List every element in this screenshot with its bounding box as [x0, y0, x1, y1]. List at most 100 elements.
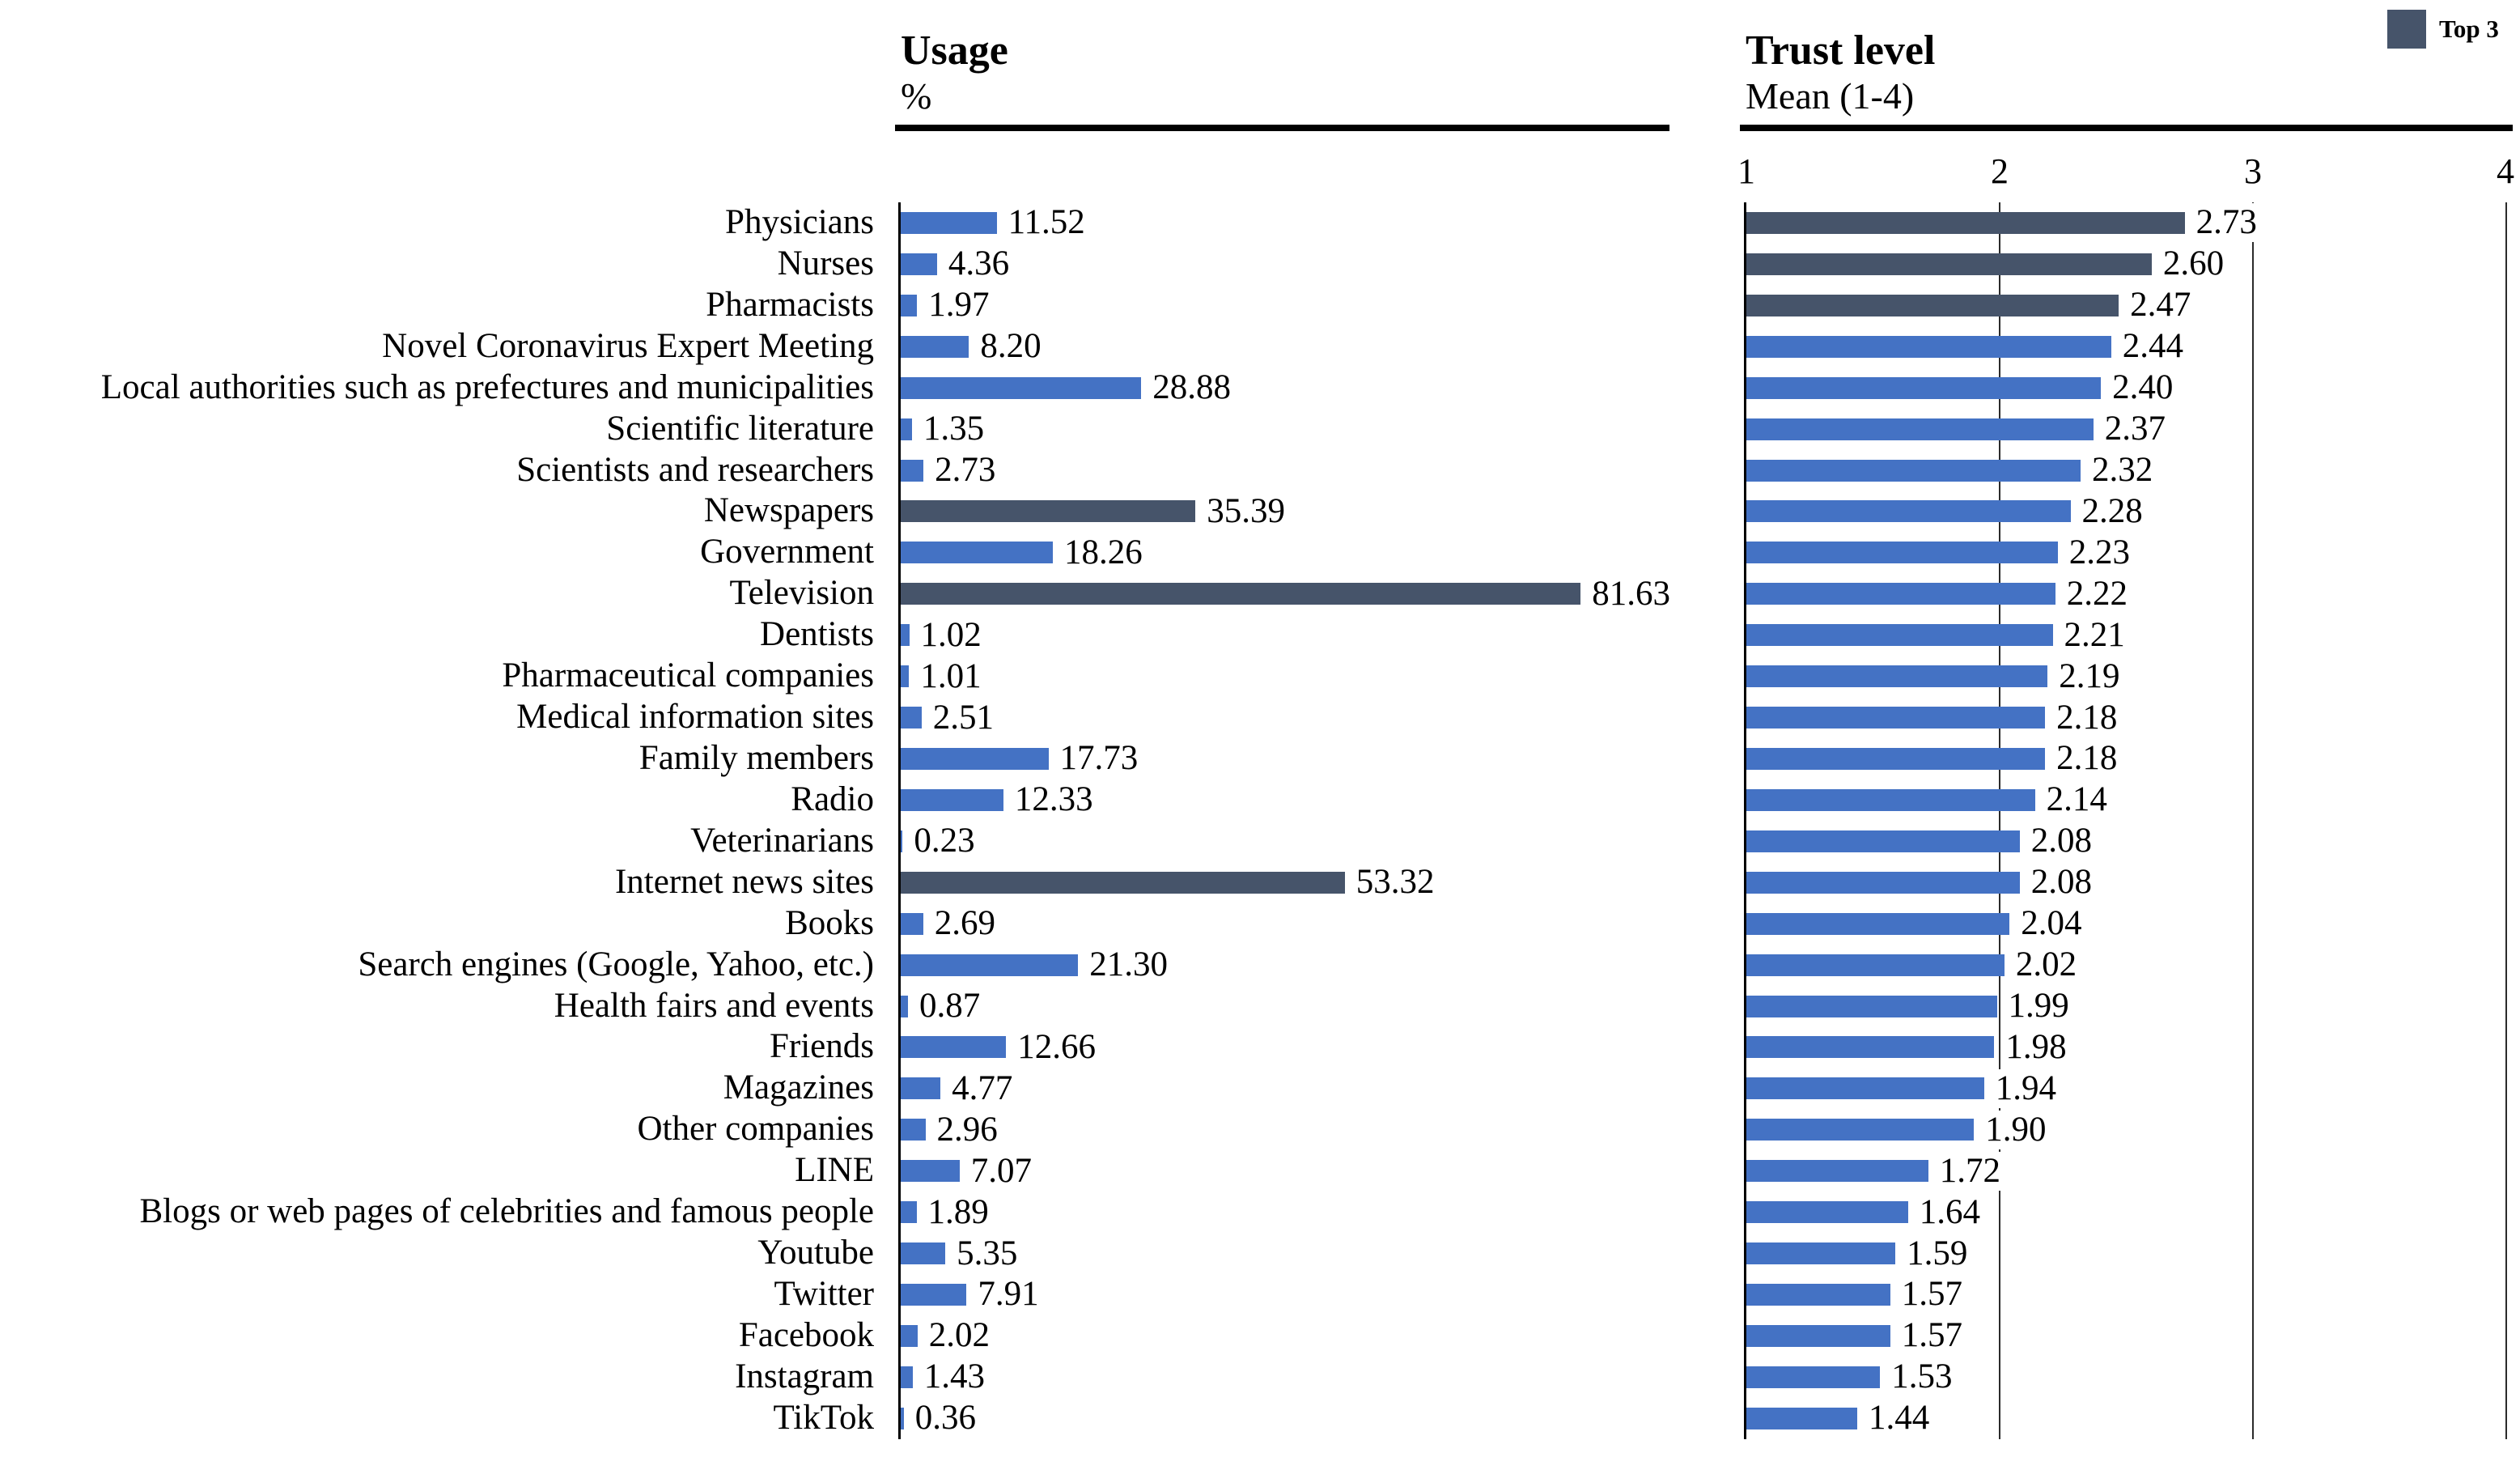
usage-value-label: 18.26: [1063, 533, 1148, 572]
chart-row: Health fairs and events 0.87 1.99: [0, 986, 2520, 1027]
usage-plot-cell: 7.91: [901, 1274, 1667, 1315]
trust-value-label: 2.22: [2064, 574, 2132, 614]
trust-bar: [1746, 459, 2081, 482]
trust-bar: [1746, 788, 2035, 811]
chart-row: Radio 12.33 2.14: [0, 779, 2520, 821]
category-label: Family members: [638, 738, 874, 777]
category-label: Radio: [791, 779, 874, 818]
chart-row: Twitter 7.91 1.57: [0, 1274, 2520, 1315]
usage-plot-cell: 53.32: [901, 862, 1667, 903]
chart-row: Nurses 4.36 2.60: [0, 244, 2520, 285]
category-label: Local authorities such as prefectures an…: [100, 367, 874, 406]
chart-row: Novel Coronavirus Expert Meeting 8.20 2.…: [0, 326, 2520, 367]
category-label: Internet news sites: [614, 862, 874, 901]
usage-plot-cell: 28.88: [901, 367, 1667, 409]
label-axis-gap: [874, 532, 901, 573]
usage-plot-cell: 2.73: [901, 450, 1667, 491]
label-axis-gap: [874, 573, 901, 614]
trust-plot-cell: 2.21: [1746, 614, 2507, 656]
label-axis-gap: [874, 738, 901, 779]
usage-value-label: 11.52: [1006, 203, 1090, 243]
trust-plot-cell: 2.60: [1746, 244, 2507, 285]
trust-bar: [1746, 376, 2102, 399]
usage-bar: [901, 1283, 967, 1306]
trust-value-label: 2.18: [2055, 739, 2123, 779]
trust-bar: [1746, 871, 2020, 894]
category-label: Search engines (Google, Yahoo, etc.): [358, 945, 874, 983]
usage-value-label: 1.97: [927, 286, 995, 325]
usage-plot-cell: 8.20: [901, 326, 1667, 367]
usage-value-label: 1.01: [918, 656, 986, 696]
trust-value-label: 2.04: [2019, 904, 2087, 944]
label-axis-gap: [874, 779, 901, 821]
trust-bar: [1746, 500, 2071, 523]
label-axis-gap: [874, 1357, 901, 1398]
usage-plot-cell: 2.51: [901, 697, 1667, 738]
usage-value-label: 21.30: [1088, 945, 1173, 985]
usage-value-label: 0.36: [913, 1399, 981, 1438]
trust-value-label: 2.21: [2062, 615, 2130, 655]
trust-bar: [1746, 542, 2058, 564]
usage-value-label: 2.96: [935, 1110, 1003, 1149]
panel-gap: [1667, 491, 1746, 532]
usage-panel-unit: %: [901, 75, 932, 117]
label-axis-gap: [874, 945, 901, 986]
trust-gridline-4: [2505, 202, 2507, 1439]
trust-plot-cell: 2.44: [1746, 326, 2507, 367]
category-label: Nurses: [777, 244, 874, 282]
panel-gap: [1667, 656, 1746, 697]
label-axis-gap: [874, 244, 901, 285]
usage-value-label: 4.36: [946, 244, 1015, 284]
chart-row: Dentists 1.02 2.21: [0, 614, 2520, 656]
category-label: Physicians: [725, 203, 874, 241]
panel-gap: [1667, 986, 1746, 1027]
label-axis-gap: [874, 367, 901, 409]
trust-bar: [1746, 912, 2010, 935]
chart-row: Pharmacists 1.97 2.47: [0, 285, 2520, 326]
usage-axis-line: [898, 202, 901, 1439]
trust-value-label: 2.02: [2013, 945, 2082, 985]
trust-plot-cell: 2.19: [1746, 656, 2507, 697]
chart-row: Youtube 5.35 1.59: [0, 1233, 2520, 1274]
trust-plot-cell: 2.22: [1746, 573, 2507, 614]
usage-value-label: 53.32: [1354, 863, 1440, 903]
usage-bar: [901, 1324, 918, 1347]
trust-panel-unit: Mean (1-4): [1746, 75, 1915, 117]
usage-plot-cell: 7.07: [901, 1150, 1667, 1192]
trust-bar: [1746, 335, 2111, 358]
usage-bar: [901, 1201, 917, 1224]
category-label: Government: [700, 533, 874, 571]
trust-bar: [1746, 418, 2094, 440]
chart-row: LINE 7.07 1.72: [0, 1150, 2520, 1192]
chart-row: Scientists and researchers 2.73 2.32: [0, 450, 2520, 491]
trust-plot-cell: 1.44: [1746, 1398, 2507, 1439]
category-label: Pharmacists: [706, 285, 874, 324]
trust-value-label: 1.72: [1937, 1151, 2006, 1191]
usage-bar: [901, 954, 1079, 976]
panel-gap: [1667, 1357, 1746, 1398]
trust-plot-cell: 2.47: [1746, 285, 2507, 326]
trust-bar: [1746, 624, 2053, 647]
panel-gap: [1667, 697, 1746, 738]
usage-bar: [901, 1366, 913, 1388]
trust-plot-cell: 2.32: [1746, 450, 2507, 491]
trust-plot-cell: 1.57: [1746, 1274, 2507, 1315]
panel-gap: [1667, 821, 1746, 862]
category-label: TikTok: [773, 1398, 874, 1437]
category-label: Scientific literature: [606, 409, 874, 448]
trust-value-label: 2.14: [2044, 780, 2112, 820]
usage-value-label: 2.02: [927, 1316, 995, 1356]
chart-row: Physicians 11.52 2.73: [0, 202, 2520, 244]
usage-value-label: 7.07: [969, 1151, 1037, 1191]
trust-bar: [1746, 1242, 1896, 1265]
category-label: Youtube: [757, 1234, 874, 1272]
usage-bar: [901, 707, 922, 729]
usage-value-label: 12.66: [1016, 1027, 1101, 1067]
usage-bar: [901, 500, 1196, 523]
panel-gap: [1667, 450, 1746, 491]
category-label: Twitter: [774, 1274, 874, 1313]
usage-value-label: 2.73: [933, 450, 1001, 490]
usage-value-label: 2.51: [931, 698, 999, 737]
usage-plot-cell: 4.77: [901, 1068, 1667, 1109]
